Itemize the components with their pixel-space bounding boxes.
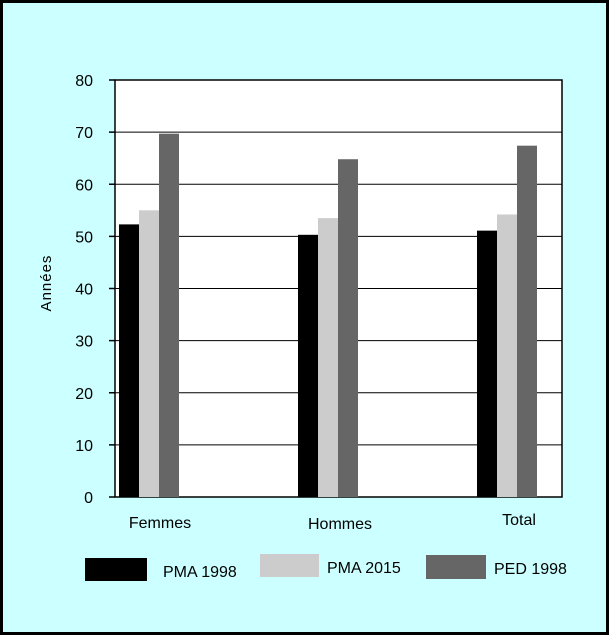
bar-total-2	[497, 214, 517, 498]
y-axis-title: Années	[38, 255, 55, 312]
bar-total-1	[477, 230, 497, 498]
bar-total-3	[517, 145, 537, 498]
x-axis-labels: Femmes Hommes Total	[129, 512, 536, 533]
legend-swatch	[85, 558, 147, 581]
bar-femmes-3	[159, 133, 179, 497]
bar-hommes-1	[298, 234, 318, 497]
legend: PMA 1998 PMA 2015 PED 1998	[85, 554, 567, 581]
x-category-label: Total	[502, 512, 536, 529]
bars	[119, 133, 537, 498]
bar-chart: 0 10 20 30 40 50 60 70 80 Femmes Hommes Total Anné…	[38, 73, 567, 581]
legend-label: PMA 1998	[163, 564, 237, 581]
y-tick-label: 0	[84, 490, 93, 507]
y-tick-label: 20	[75, 386, 93, 403]
y-tick-label: 40	[75, 282, 93, 299]
y-tick-label: 10	[75, 438, 93, 455]
bar-hommes-2	[318, 218, 338, 497]
bar-femmes-1	[119, 224, 139, 498]
legend-label: PED 1998	[494, 561, 567, 578]
y-tick-label: 80	[75, 73, 93, 90]
y-tick-label: 70	[75, 125, 93, 142]
legend-swatch	[426, 555, 486, 579]
y-tick-label: 30	[75, 334, 93, 351]
y-axis-ticks: 0 10 20 30 40 50 60 70 80	[75, 73, 115, 507]
bar-hommes-3	[338, 159, 358, 498]
x-category-label: Hommes	[308, 516, 372, 533]
bar-femmes-2	[139, 210, 159, 497]
x-category-label: Femmes	[129, 515, 191, 532]
legend-swatch	[260, 554, 319, 577]
legend-label: PMA 2015	[327, 560, 401, 577]
y-tick-label: 50	[75, 229, 93, 246]
y-tick-label: 60	[75, 177, 93, 194]
